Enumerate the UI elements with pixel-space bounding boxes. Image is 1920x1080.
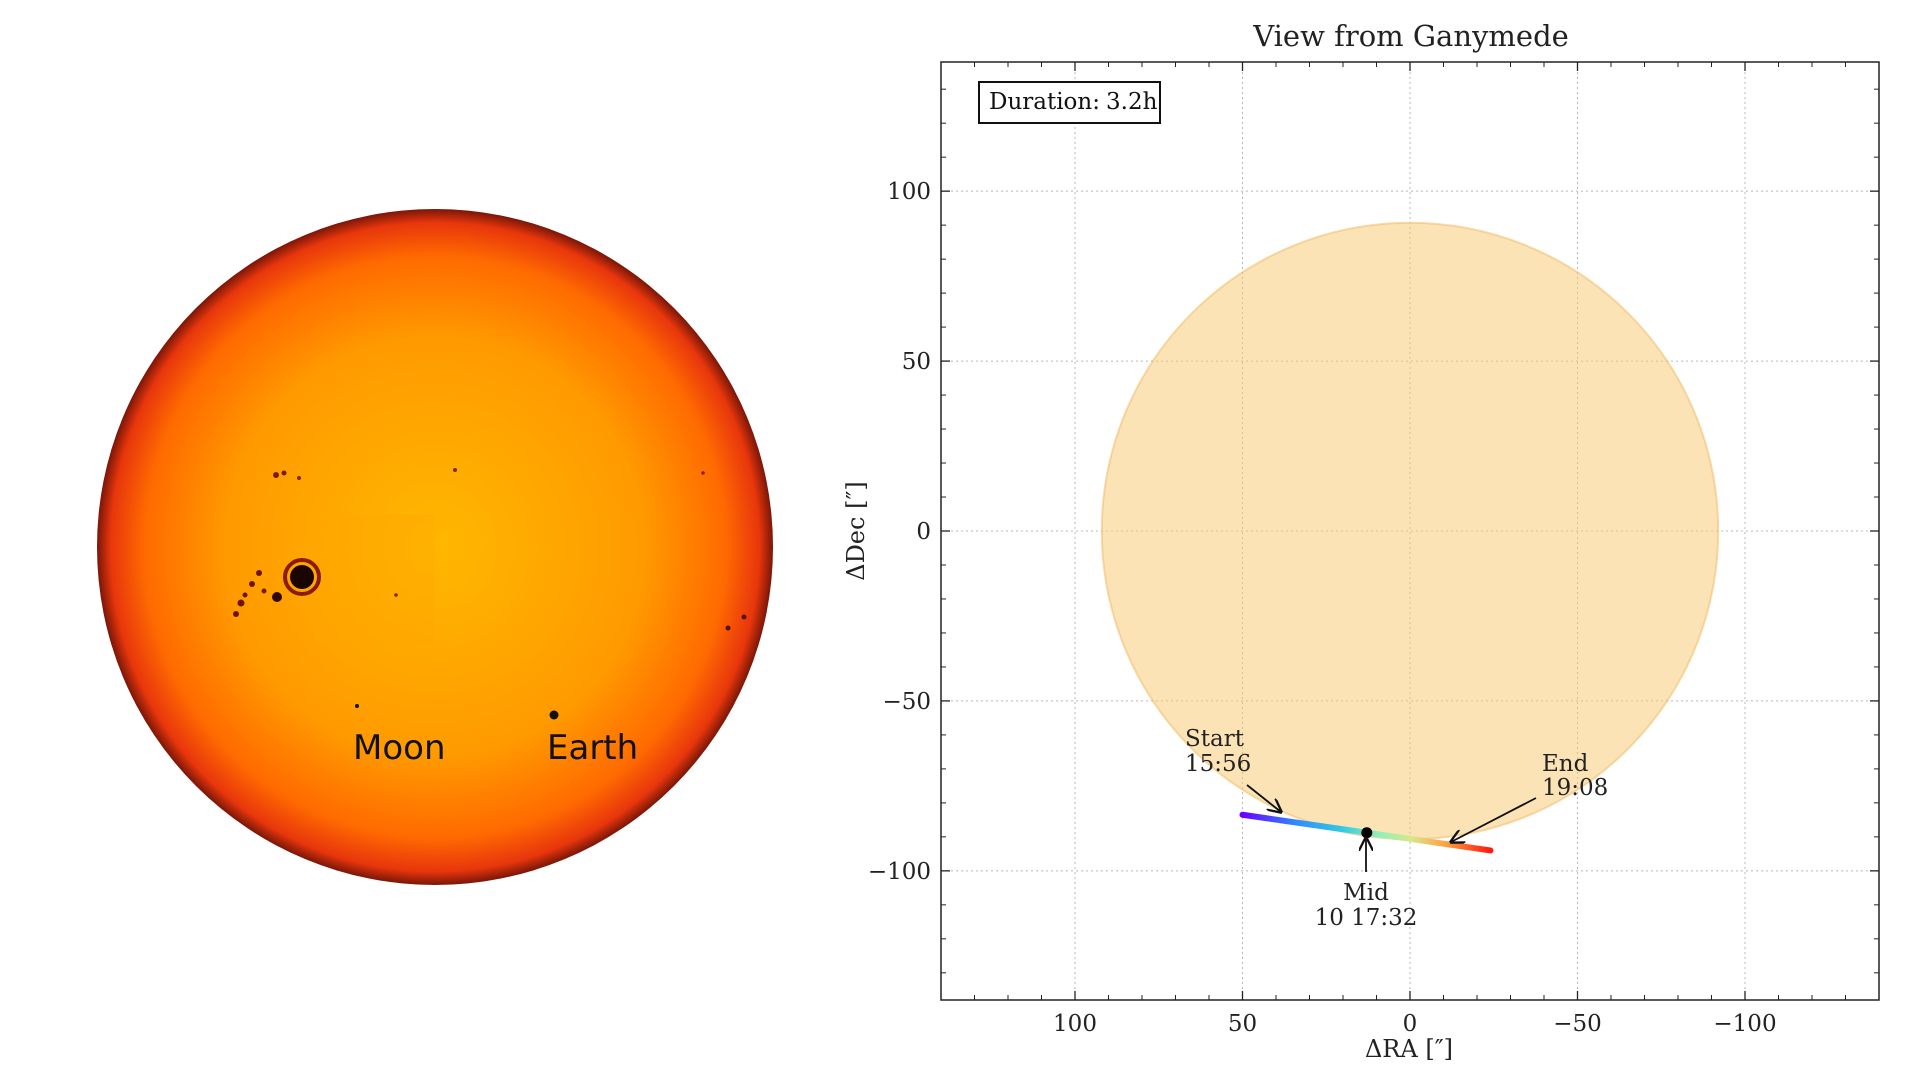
sunspot — [453, 468, 457, 472]
y-tick-label: −100 — [868, 859, 931, 885]
sunspot — [394, 593, 398, 597]
x-tick-label: 0 — [1403, 1011, 1418, 1037]
x-tick-label: −100 — [1713, 1011, 1776, 1037]
sunspot — [249, 581, 255, 587]
sunspot — [256, 570, 262, 576]
x-tick-label: −50 — [1553, 1011, 1602, 1037]
annotation-start-arrow — [1246, 784, 1281, 812]
annotation-end-label: End — [1542, 751, 1589, 777]
duration-value: 3.2h — [1106, 89, 1158, 115]
y-tick-label: 50 — [902, 349, 931, 375]
chart-title: View from Ganymede — [1252, 19, 1569, 53]
duration-box: Duration: 3.2h — [978, 81, 1161, 124]
sun-disk — [97, 209, 773, 885]
sunspot — [725, 625, 731, 631]
annotation-mid-time: 10 17:32 — [1315, 905, 1418, 931]
sunspot — [290, 565, 314, 589]
annotation-end-time: 19:08 — [1542, 775, 1608, 801]
sunspot — [242, 592, 248, 598]
sunspot-group-small — [273, 468, 747, 631]
sunspot — [281, 470, 287, 476]
duration-label: Duration: — [989, 89, 1100, 115]
annotation-start-time: 15:56 — [1185, 751, 1251, 777]
sunspot — [261, 588, 267, 594]
sunspot — [701, 471, 705, 475]
y-tick-label: −50 — [882, 689, 931, 715]
y-tick-label: 100 — [887, 179, 931, 205]
x-tick-label: 100 — [1053, 1011, 1097, 1037]
grid — [941, 62, 1879, 1000]
mid-point-marker — [1361, 827, 1373, 839]
x-tick-label: 50 — [1228, 1011, 1257, 1037]
sunspot — [283, 558, 321, 596]
ticks — [941, 62, 1879, 1000]
moon-dot — [355, 704, 359, 708]
annotation-end-arrow — [1451, 797, 1537, 842]
duration-frame — [978, 81, 1161, 124]
sunspot — [272, 592, 282, 602]
sunspot — [237, 599, 245, 607]
annotation-start-label: Start — [1185, 726, 1245, 752]
sunspot — [741, 614, 747, 620]
sun-tile-patch — [315, 515, 435, 645]
sunspot — [233, 611, 239, 617]
x-axis-label: ΔRA [″] — [1365, 1035, 1453, 1063]
y-axis-label: ΔDec [″] — [842, 481, 870, 581]
sunspot — [273, 472, 279, 478]
annotation-mid-label: Mid — [1343, 880, 1389, 906]
earth-label: Earth — [547, 728, 638, 768]
y-tick-label: 0 — [916, 519, 931, 545]
sun-image-panel: Moon Earth — [97, 209, 773, 885]
sunspot — [297, 476, 301, 480]
moon-label: Moon — [353, 728, 446, 768]
sunspot-group-large — [233, 558, 321, 617]
earth-dot — [549, 710, 559, 720]
tick-labels: 100 50 0 −50 −100 100 50 0 −50 −100 — [868, 179, 1777, 1037]
